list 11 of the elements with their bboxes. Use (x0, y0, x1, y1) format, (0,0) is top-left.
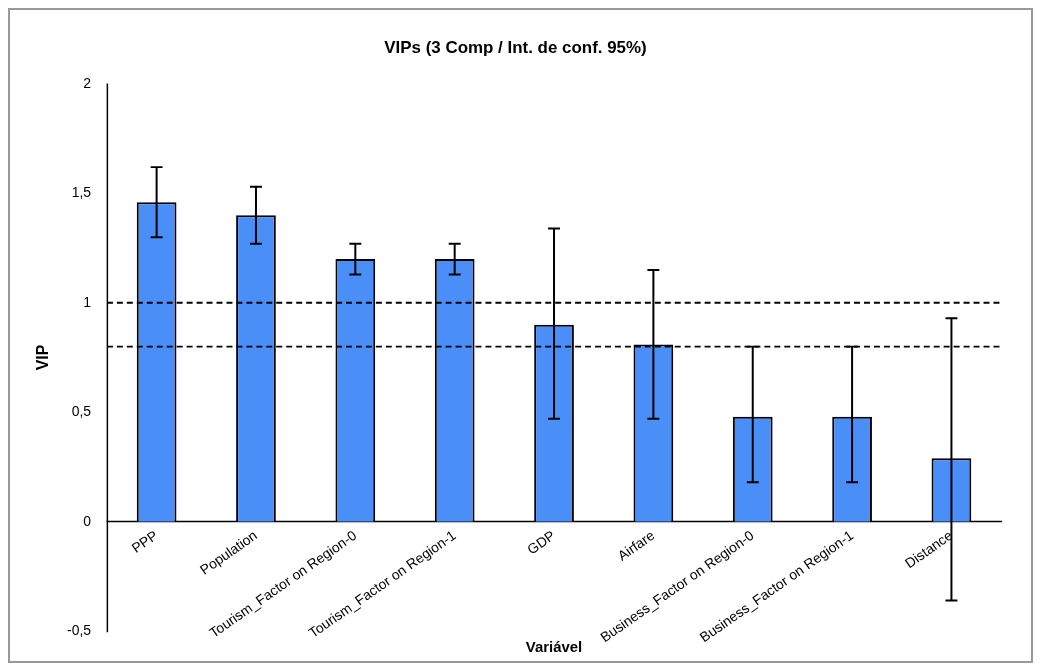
x-tick-label: GDP (524, 527, 558, 558)
y-tick-label: -0,5 (67, 622, 92, 639)
y-axis-title: VIP (33, 344, 51, 371)
x-tick-label: PPP (128, 527, 161, 557)
y-tick-label: 2 (83, 74, 92, 91)
y-tick-label: 1,5 (71, 184, 92, 201)
y-tick-label: 0 (83, 512, 92, 529)
y-tick-label: 0,5 (71, 403, 92, 420)
x-axis-title: Variável (525, 637, 583, 655)
y-tick-label: 1 (83, 293, 92, 310)
chart-title: VIPs (3 Comp / Int. de conf. 95%) (384, 37, 647, 57)
